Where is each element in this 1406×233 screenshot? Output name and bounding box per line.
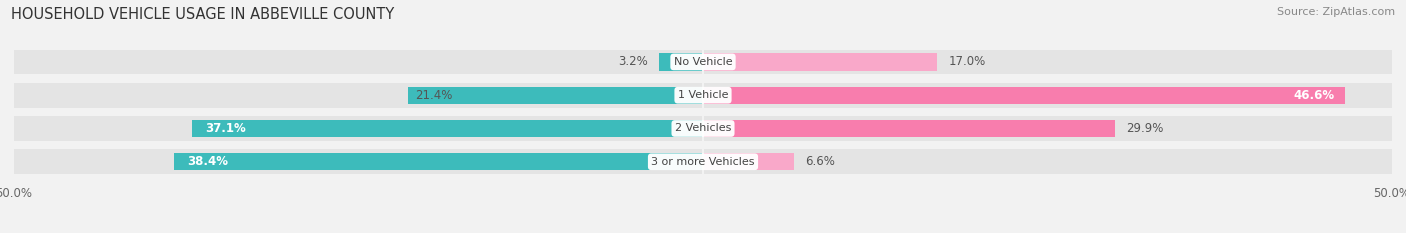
Bar <box>703 53 938 71</box>
Text: 29.9%: 29.9% <box>1126 122 1163 135</box>
Bar <box>703 120 1115 137</box>
Legend: Owner-occupied, Renter-occupied: Owner-occupied, Renter-occupied <box>576 230 830 233</box>
Text: 17.0%: 17.0% <box>948 55 986 69</box>
Bar <box>14 116 1392 141</box>
Text: 46.6%: 46.6% <box>1294 89 1334 102</box>
Text: No Vehicle: No Vehicle <box>673 57 733 67</box>
Bar <box>408 86 703 104</box>
Bar <box>659 53 703 71</box>
Bar <box>191 120 703 137</box>
Bar <box>14 50 1392 74</box>
Bar <box>703 153 794 170</box>
Text: 21.4%: 21.4% <box>415 89 453 102</box>
Bar <box>703 86 1346 104</box>
Bar <box>174 153 703 170</box>
Text: 3.2%: 3.2% <box>619 55 648 69</box>
Text: 1 Vehicle: 1 Vehicle <box>678 90 728 100</box>
Text: Source: ZipAtlas.com: Source: ZipAtlas.com <box>1277 7 1395 17</box>
Bar <box>14 83 1392 107</box>
Text: 2 Vehicles: 2 Vehicles <box>675 123 731 134</box>
Text: 38.4%: 38.4% <box>187 155 229 168</box>
Text: 3 or more Vehicles: 3 or more Vehicles <box>651 157 755 167</box>
Text: 37.1%: 37.1% <box>205 122 246 135</box>
Bar <box>14 149 1392 174</box>
Text: HOUSEHOLD VEHICLE USAGE IN ABBEVILLE COUNTY: HOUSEHOLD VEHICLE USAGE IN ABBEVILLE COU… <box>11 7 395 22</box>
Text: 6.6%: 6.6% <box>806 155 835 168</box>
